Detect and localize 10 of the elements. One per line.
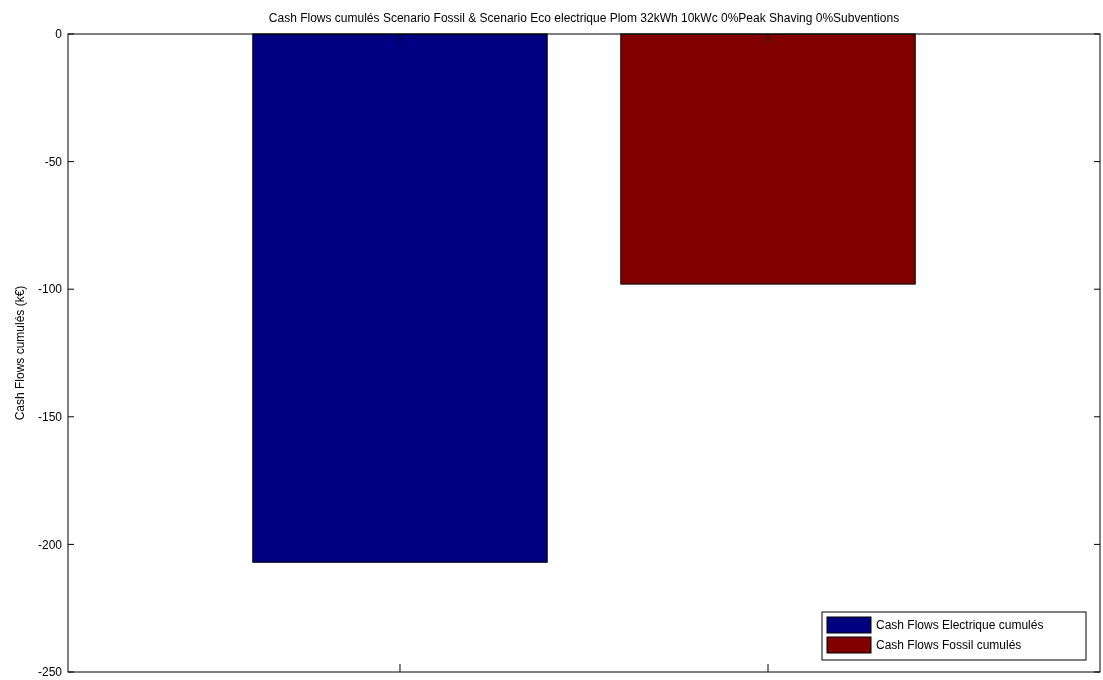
y-tick-label: -150 bbox=[37, 410, 63, 424]
y-tick-label: 0 bbox=[55, 27, 63, 42]
y-tick-label: -50 bbox=[44, 154, 63, 169]
y-axis-title: Cash Flows cumulés (k€) bbox=[13, 285, 27, 421]
legend-label: Cash Flows Electrique cumulés bbox=[876, 618, 1044, 633]
legend-label: Cash Flows Fossil cumulés bbox=[876, 638, 1022, 653]
y-tick-label: -100 bbox=[37, 282, 63, 297]
chart-title: Cash Flows cumulés Scenario Fossil & Scenario Eco electrique Plom 32kWh 10kWc 0%Peak Shaving 0%Subventions bbox=[268, 11, 900, 25]
y-tick-label: -200 bbox=[37, 537, 63, 552]
y-tick-label: -250 bbox=[37, 665, 63, 680]
